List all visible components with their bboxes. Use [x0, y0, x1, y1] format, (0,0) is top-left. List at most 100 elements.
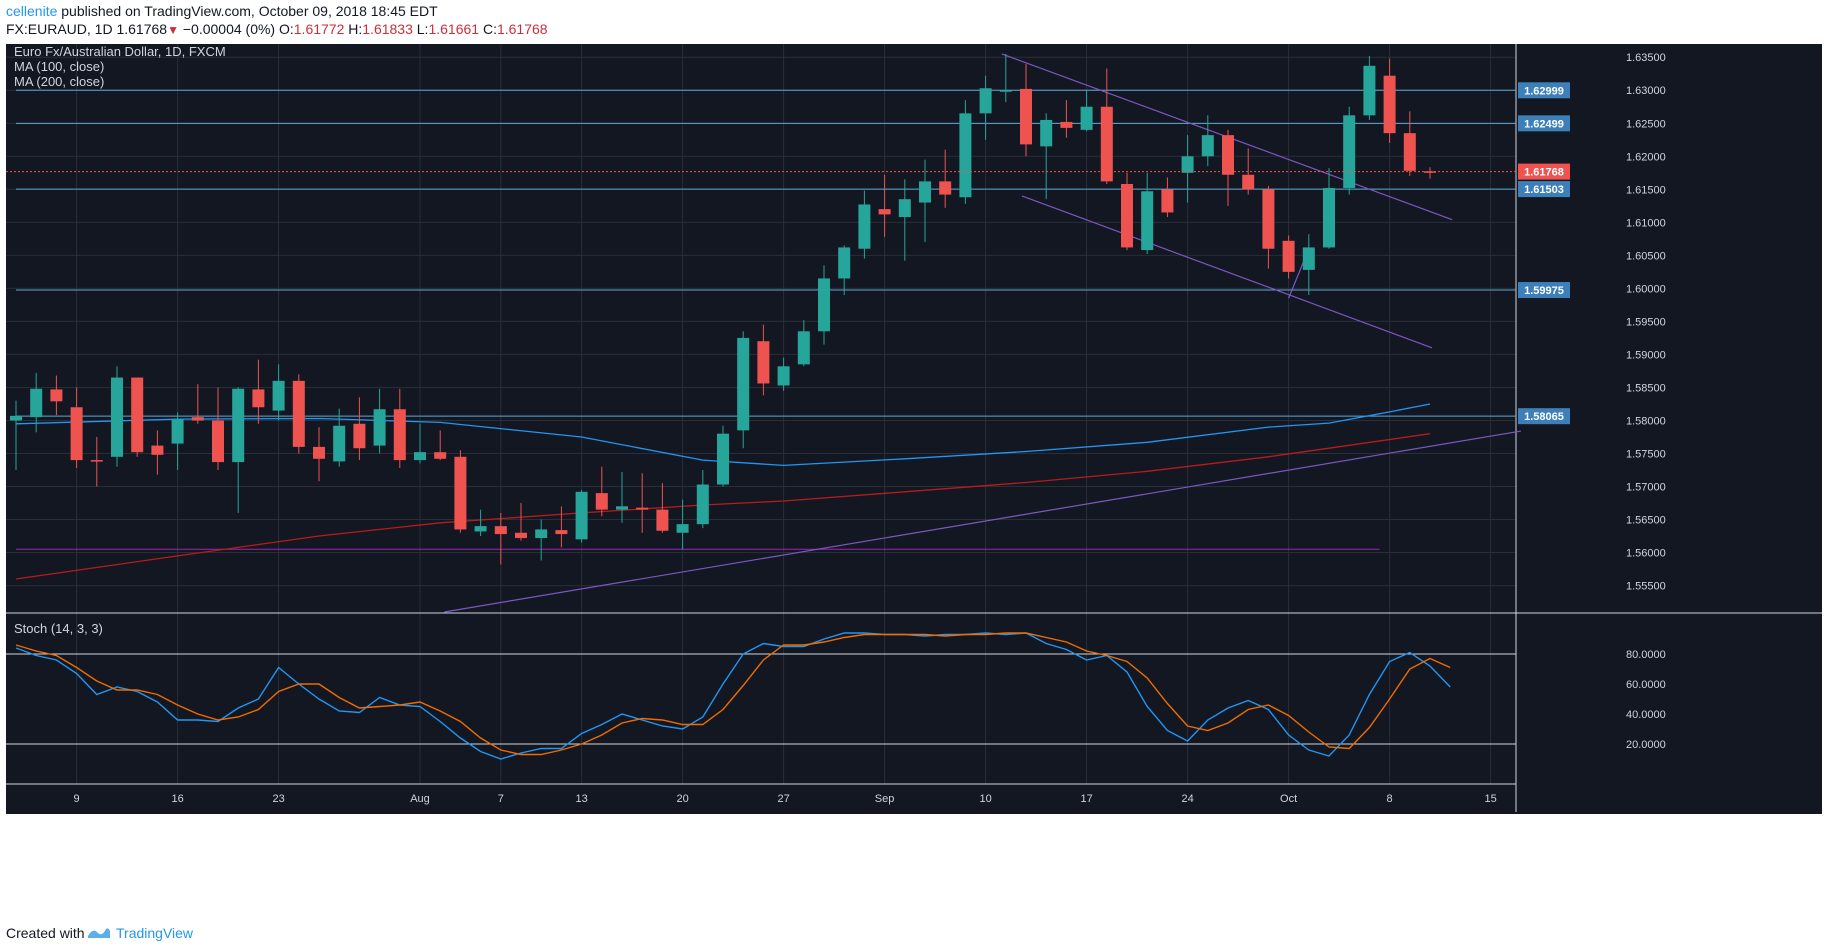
candle-body — [676, 524, 689, 533]
price-tick-label: 1.58500 — [1626, 382, 1666, 394]
candle — [333, 408, 346, 467]
candle — [959, 100, 972, 204]
symbol-label: FX:EURAUD, 1D — [6, 21, 113, 37]
candle — [1383, 58, 1396, 144]
candle — [70, 387, 83, 469]
ohlc-bar: FX:EURAUD, 1D 1.61768▼ −0.00004 (0%) O:1… — [6, 21, 548, 37]
candle-body — [838, 247, 851, 279]
candle-body — [212, 420, 224, 463]
candle — [1020, 63, 1032, 157]
candle — [1080, 90, 1093, 132]
candle-body — [515, 532, 527, 539]
candle — [676, 499, 689, 550]
candle-body — [1242, 174, 1255, 190]
chart-area[interactable]: 1.63500 1.63000 1.62500 1.62000 1.61500 1.610… — [6, 44, 1822, 914]
time-tick-label: 16 — [171, 793, 183, 805]
price-tick-label: 1.58000 — [1626, 415, 1666, 427]
candle-body — [939, 181, 952, 195]
footer: Created with TradingView — [0, 914, 1828, 950]
price-tick-label: 1.60000 — [1626, 283, 1666, 295]
price-tick-label: 1.62000 — [1626, 151, 1666, 163]
time-tick-label: 8 — [1387, 793, 1393, 805]
candle-body — [393, 409, 406, 461]
candle — [373, 388, 386, 454]
candle — [1161, 177, 1174, 218]
price-tick-label: 1.63000 — [1626, 85, 1666, 97]
candle-body — [1080, 106, 1093, 130]
high-label: H: — [348, 21, 363, 37]
price-tick-label: 1.62500 — [1626, 118, 1666, 130]
candle-body — [1282, 240, 1295, 272]
candle — [1323, 168, 1335, 249]
open-label: O: — [278, 21, 294, 37]
candle-body — [878, 209, 891, 215]
candle-body — [1222, 135, 1234, 175]
publish-header: cellenite published on TradingView.com, … — [0, 0, 1828, 42]
candle — [353, 397, 366, 461]
close-label: C: — [482, 21, 497, 37]
tradingview-link[interactable]: TradingView — [116, 925, 194, 941]
trendline — [1021, 195, 1433, 349]
candle — [111, 366, 123, 467]
candle — [30, 372, 43, 433]
candle-body — [858, 204, 871, 249]
candle-body — [454, 456, 467, 530]
candle-body — [999, 90, 1012, 92]
candle — [535, 519, 548, 561]
candle — [1121, 172, 1133, 251]
low-label: L: — [416, 21, 429, 37]
time-tick-label: 20 — [676, 793, 688, 805]
candle-body — [898, 199, 911, 218]
time-tick-label: 27 — [777, 793, 789, 805]
candle — [757, 324, 770, 396]
candle — [131, 377, 144, 457]
candle — [575, 489, 588, 543]
candle-body — [757, 341, 770, 384]
candle — [191, 384, 204, 424]
stoch-d-line — [15, 632, 1451, 756]
candle-body — [636, 507, 649, 510]
time-tick-label: Aug — [410, 793, 430, 805]
price-tick-label: 1.63500 — [1626, 52, 1666, 64]
candle — [1242, 148, 1255, 195]
last-price: 1.61768 — [116, 21, 168, 37]
candle — [313, 427, 325, 482]
low-value: 1.61661 — [428, 21, 480, 37]
candle — [414, 423, 426, 464]
candle-body — [1121, 184, 1133, 248]
candle — [939, 149, 952, 208]
candle-body — [50, 389, 63, 402]
candle-body — [1403, 133, 1416, 171]
candle-body — [919, 181, 931, 203]
candle-body — [1040, 119, 1053, 147]
candle-body — [414, 452, 426, 461]
author-link[interactable]: cellenite — [6, 3, 58, 19]
candle — [171, 412, 184, 470]
candle — [1282, 235, 1295, 279]
candle — [1262, 186, 1275, 269]
down-arrow-icon: ▼ — [167, 23, 179, 37]
publish-info: cellenite published on TradingView.com, … — [6, 3, 438, 19]
price-tick-label: 1.61000 — [1626, 217, 1666, 229]
candle — [212, 387, 224, 470]
candle — [1100, 68, 1113, 185]
tradingview-logo-icon — [88, 928, 110, 938]
stoch-tick-label: 20.0000 — [1626, 739, 1666, 751]
candle-body — [474, 526, 487, 532]
candle — [1403, 111, 1416, 177]
candle-body — [10, 415, 22, 421]
time-tick-label: Oct — [1280, 793, 1297, 805]
chart-canvas[interactable]: 1.63500 1.63000 1.62500 1.62000 1.61500 1.610… — [6, 44, 1822, 914]
candle-body — [1383, 75, 1396, 134]
price-tick-label: 1.56000 — [1626, 548, 1666, 560]
candle-body — [171, 419, 184, 444]
candle — [515, 503, 527, 541]
candle — [1222, 129, 1234, 206]
candle-body — [111, 377, 123, 457]
candle — [898, 179, 911, 261]
candle — [696, 470, 709, 529]
time-tick-label: Sep — [875, 793, 895, 805]
candle-body — [313, 446, 325, 459]
candle-body — [717, 433, 729, 485]
last-price-label: 1.61768 — [1524, 167, 1564, 179]
